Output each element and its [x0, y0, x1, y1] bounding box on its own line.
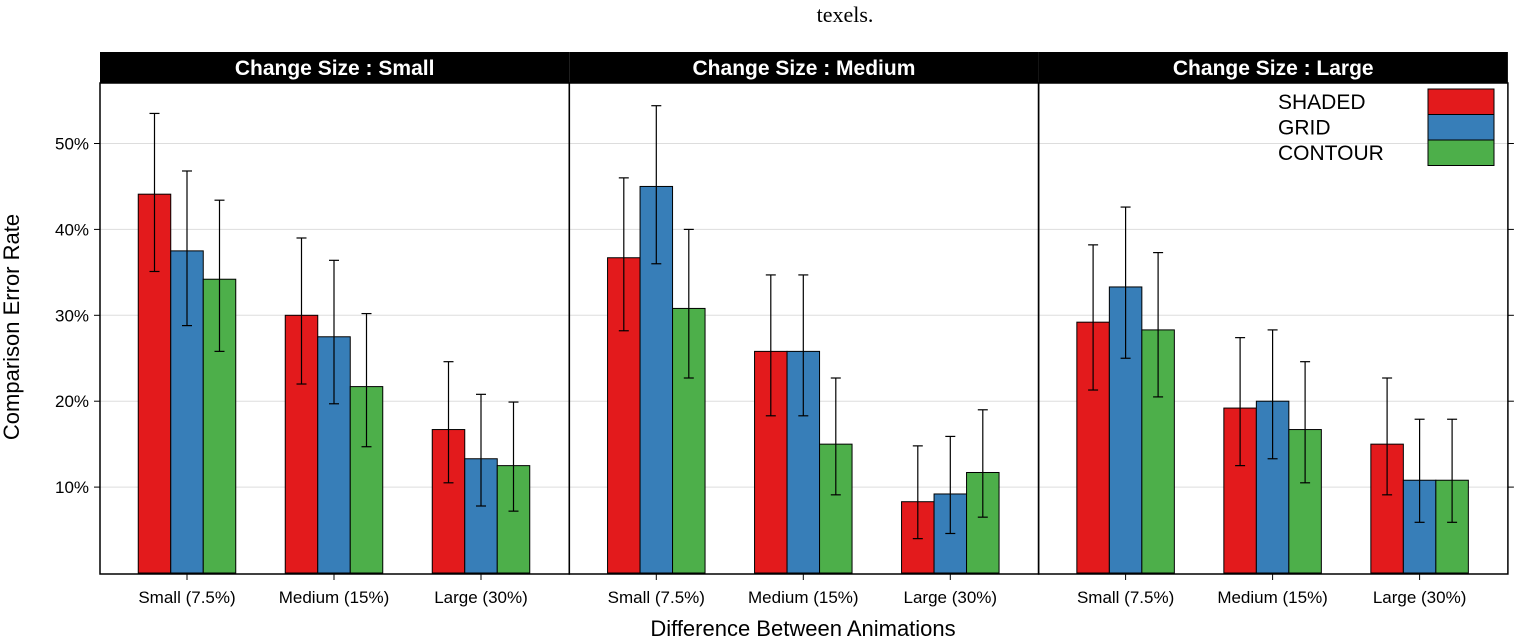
legend-label: SHADED: [1278, 91, 1366, 114]
y-tick-label: 40%: [55, 220, 89, 239]
x-tick-label: Large (30%): [1373, 588, 1467, 607]
x-tick-label: Large (30%): [434, 588, 528, 607]
y-axis-title: Comparison Error Rate: [0, 214, 24, 440]
legend-swatch: [1427, 88, 1495, 115]
legend-swatch: [1427, 139, 1495, 166]
x-tick-label: Medium (15%): [279, 588, 390, 607]
x-tick-label: Medium (15%): [1217, 588, 1328, 607]
x-tick-label: Small (7.5%): [1077, 588, 1174, 607]
panel-title: Change Size : Medium: [693, 57, 916, 80]
x-axis-title: Difference Between Animations: [650, 616, 955, 638]
panel-strips: Change Size : Small Change Size : Medium C…: [100, 52, 1508, 83]
x-tick-label: Small (7.5%): [608, 588, 705, 607]
caption-fragment: texels.: [817, 2, 874, 27]
panel-strip: [569, 52, 1039, 83]
y-tick-label: 30%: [55, 306, 89, 325]
panel-strip: [1038, 52, 1508, 83]
y-tick-label: 50%: [55, 135, 89, 154]
panel-strip: [100, 52, 570, 83]
panel-title: Change Size : Small: [235, 57, 435, 80]
bars: [137, 105, 1469, 574]
x-tick-label: Large (30%): [904, 588, 998, 607]
legend-label: CONTOUR: [1278, 142, 1384, 165]
legend-swatch: [1427, 114, 1495, 141]
legend-label: GRID: [1278, 117, 1331, 140]
panel-title: Change Size : Large: [1173, 57, 1374, 80]
y-tick-label: 10%: [55, 478, 89, 497]
x-tick-label: Small (7.5%): [138, 588, 235, 607]
axes: Small (7.5%) Medium (15%) Large (30%) Small…: [55, 135, 1514, 607]
y-tick-label: 20%: [55, 392, 89, 411]
x-tick-label: Medium (15%): [748, 588, 859, 607]
